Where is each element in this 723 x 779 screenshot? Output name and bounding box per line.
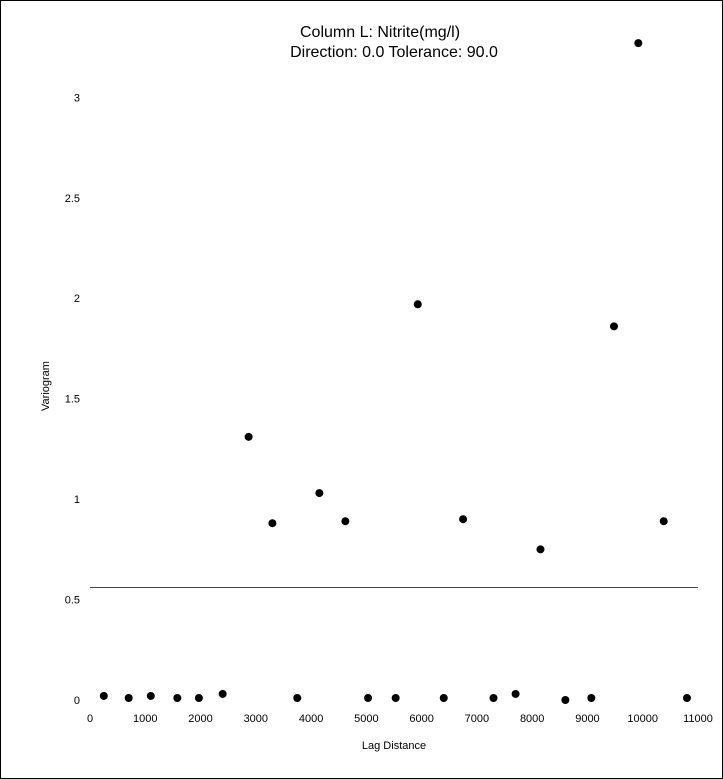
data-point <box>511 689 520 698</box>
data-point <box>173 693 182 702</box>
data-point <box>364 693 373 702</box>
data-point <box>659 517 668 526</box>
data-point <box>99 691 108 700</box>
data-point <box>587 693 596 702</box>
data-point <box>315 489 324 498</box>
y-tick-label: 2.5 <box>65 193 80 205</box>
chart-title: Column L: Nitrite(mg/l) <box>300 24 460 41</box>
data-point <box>124 693 133 702</box>
data-point <box>194 693 203 702</box>
data-point <box>146 691 155 700</box>
y-axis-label: Variogram <box>40 361 52 411</box>
x-tick-label: 5000 <box>354 713 378 725</box>
x-tick-label: 2000 <box>188 713 212 725</box>
y-tick-label: 1 <box>74 494 80 506</box>
data-point <box>413 300 422 309</box>
y-tick-label: 0.5 <box>65 595 80 607</box>
x-tick-label: 8000 <box>520 713 544 725</box>
x-tick-label: 4000 <box>299 713 323 725</box>
data-point <box>634 39 643 48</box>
x-tick-label: 6000 <box>409 713 433 725</box>
y-tick-labels: 0 0.5 1 1.5 2 2.5 3 <box>65 92 80 707</box>
data-points <box>99 39 691 704</box>
data-point <box>489 693 498 702</box>
data-point <box>439 693 448 702</box>
x-tick-label: 11000 <box>683 713 713 725</box>
data-point <box>293 693 302 702</box>
data-point <box>268 519 277 528</box>
y-tick-label: 1.5 <box>65 394 80 406</box>
x-axis-label: Lag Distance <box>362 740 426 752</box>
data-point <box>391 693 400 702</box>
data-point <box>244 432 253 441</box>
y-tick-label: 2 <box>74 293 80 305</box>
data-point <box>536 545 545 554</box>
x-tick-label: 3000 <box>244 713 268 725</box>
data-point <box>341 517 350 526</box>
x-tick-label: 0 <box>87 713 93 725</box>
data-point <box>682 693 691 702</box>
y-tick-label: 3 <box>74 92 80 104</box>
y-tick-label: 0 <box>74 695 80 707</box>
x-tick-labels: 0 1000 2000 3000 4000 5000 6000 7000 8000 9000 100… <box>87 713 713 725</box>
data-point <box>561 696 570 704</box>
chart-subtitle: Direction: 0.0 Tolerance: 90.0 <box>290 44 498 61</box>
data-point <box>459 515 468 524</box>
x-tick-label: 10000 <box>627 713 658 725</box>
x-tick-label: 1000 <box>133 713 157 725</box>
data-point <box>218 689 227 698</box>
x-tick-label: 9000 <box>575 713 599 725</box>
x-tick-label: 7000 <box>465 713 489 725</box>
data-point <box>609 322 618 331</box>
